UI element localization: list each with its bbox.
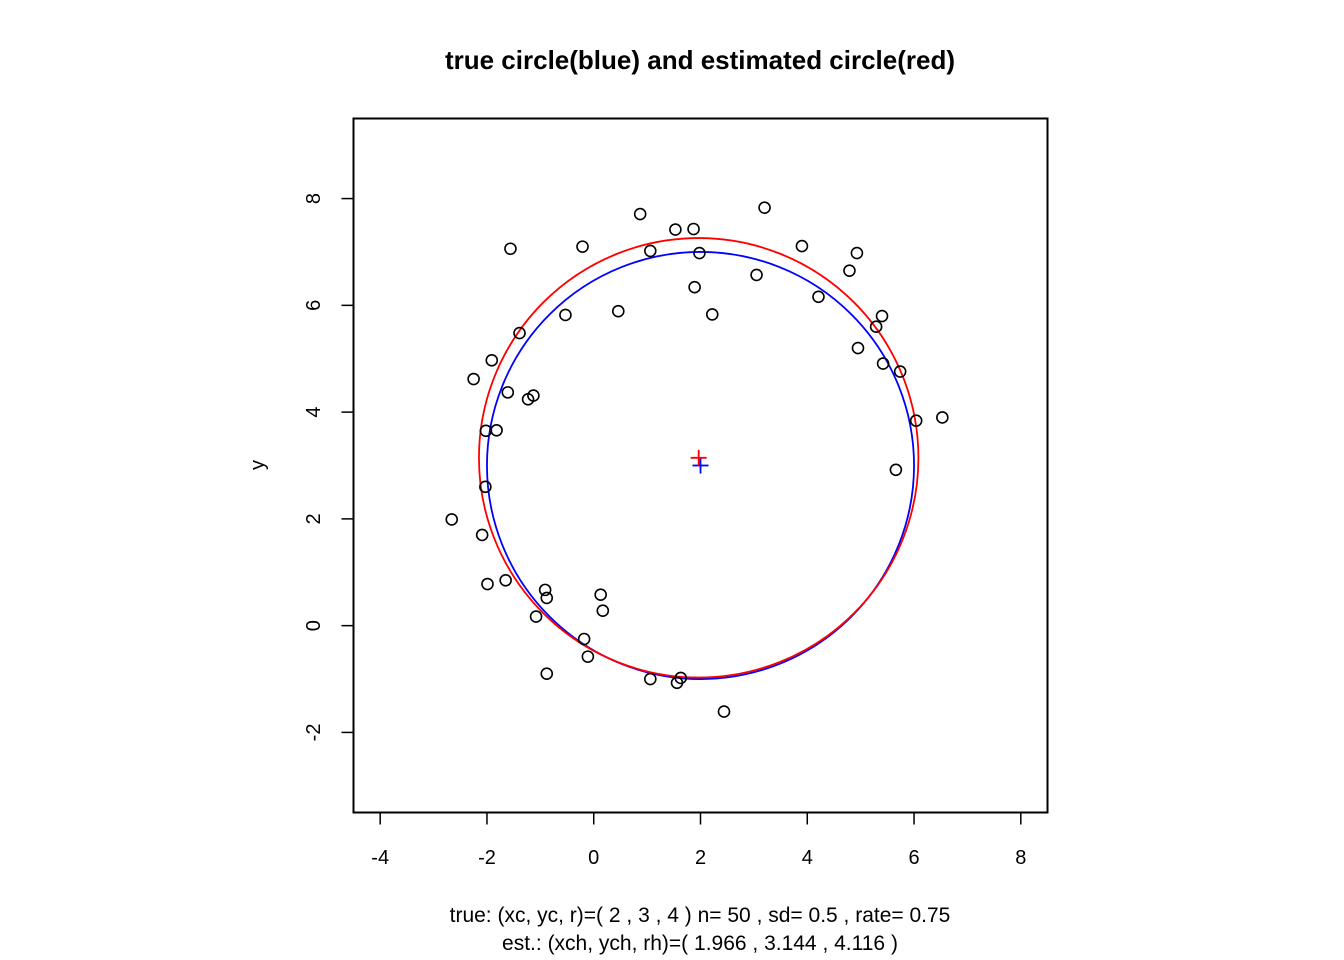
estimated-circle — [478, 237, 920, 679]
data-point — [499, 573, 512, 587]
y-tick-label: 8 — [303, 193, 325, 204]
data-point — [693, 246, 706, 260]
points-layer — [445, 201, 949, 718]
data-point — [812, 290, 825, 304]
data-point — [869, 320, 883, 334]
estimated-params-note: est.: (xch, ych, rh)=( 1.966 , 3.144 , 4… — [502, 932, 898, 955]
x-tick-label: 4 — [802, 847, 813, 869]
data-point — [576, 240, 589, 253]
data-point — [540, 591, 554, 605]
y-axis-label: y — [247, 460, 269, 470]
true-params-note: true: (xc, yc, r)=( 2 , 3 , 4 ) n= 50 , … — [450, 904, 951, 927]
chart-title: true circle(blue) and estimated circle(r… — [445, 45, 955, 75]
data-point — [909, 414, 923, 427]
y-tick-label: 4 — [303, 407, 325, 418]
data-point — [501, 386, 515, 399]
data-point — [504, 242, 517, 256]
data-point — [875, 309, 889, 323]
data-point — [633, 207, 647, 221]
data-point — [670, 676, 684, 690]
y-axis: -2 0 2 4 6 8 — [303, 193, 355, 742]
data-point — [538, 583, 552, 597]
data-point — [513, 326, 526, 340]
data-point — [876, 357, 890, 370]
true-circle — [486, 251, 915, 680]
data-point — [644, 672, 657, 686]
data-point — [687, 222, 700, 236]
data-point — [893, 365, 907, 378]
data-point — [581, 650, 595, 663]
data-point — [485, 354, 499, 367]
circles-layer — [478, 237, 920, 680]
y-tick-label: 2 — [303, 513, 325, 524]
data-point — [843, 264, 856, 277]
data-point — [540, 667, 554, 681]
data-point — [479, 480, 492, 494]
estimated-center-marker — [690, 449, 707, 466]
data-point — [750, 268, 763, 282]
x-tick-label: 0 — [588, 847, 599, 869]
data-point — [521, 393, 535, 406]
data-point — [717, 705, 731, 718]
data-point — [529, 610, 543, 623]
data-point — [669, 223, 682, 236]
y-tick-label: 0 — [303, 620, 325, 631]
data-point — [705, 308, 719, 321]
data-point — [889, 463, 903, 477]
data-point — [758, 201, 771, 214]
y-tick-label: -2 — [303, 724, 325, 742]
y-tick-label: 6 — [303, 300, 325, 311]
data-point — [850, 246, 864, 260]
x-tick-label: 2 — [695, 847, 706, 869]
data-point — [475, 528, 489, 542]
data-point — [594, 588, 607, 601]
data-point — [936, 411, 949, 424]
data-point — [445, 513, 459, 526]
centers-layer — [690, 449, 709, 474]
data-point — [851, 341, 865, 355]
data-point — [644, 244, 657, 258]
data-point — [596, 604, 610, 618]
data-point — [467, 372, 480, 386]
x-tick-label: 6 — [908, 847, 919, 869]
data-point — [688, 280, 701, 294]
x-tick-label: -2 — [478, 847, 496, 869]
data-point — [577, 632, 591, 646]
x-tick-label: -4 — [371, 847, 389, 869]
x-axis: -4 -2 0 2 4 6 8 — [371, 811, 1026, 869]
data-point — [795, 239, 809, 253]
data-point — [490, 423, 503, 437]
data-point — [611, 304, 625, 318]
data-point — [481, 577, 494, 591]
true-center-marker — [692, 457, 709, 474]
data-point — [559, 308, 572, 322]
x-tick-label: 8 — [1015, 847, 1026, 869]
